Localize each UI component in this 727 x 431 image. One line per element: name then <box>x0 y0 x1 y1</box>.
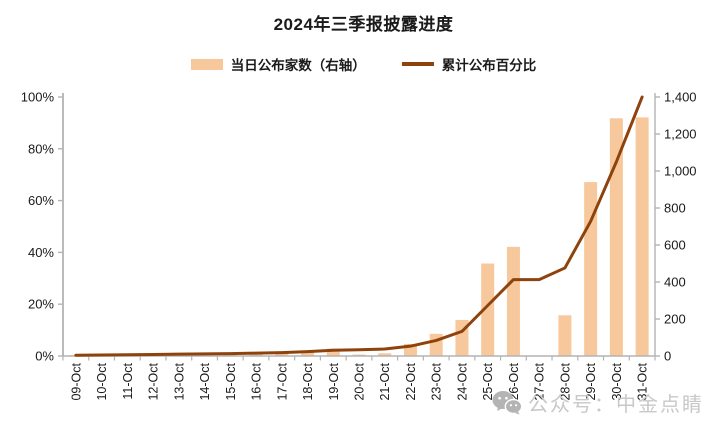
wechat-icon <box>492 391 522 415</box>
daily-count-bar <box>481 263 495 356</box>
y-right-tick-label: 600 <box>664 238 686 253</box>
x-tick-label: 17-Oct <box>275 362 289 400</box>
x-tick-label: 28-Oct <box>558 362 572 400</box>
x-tick-label: 18-Oct <box>301 362 315 400</box>
x-tick-label: 23-Oct <box>430 362 444 400</box>
bar-series-swatch <box>190 58 223 70</box>
x-tick-label: 16-Oct <box>250 362 264 400</box>
daily-count-bar <box>352 354 366 356</box>
daily-count-bar <box>378 353 392 356</box>
x-tick-label: 14-Oct <box>198 362 212 400</box>
y-left-tick-label: 20% <box>28 297 54 312</box>
x-tick-label: 29-Oct <box>584 362 598 400</box>
watermark: 公众号：中金点睛 <box>492 388 704 417</box>
line-series-swatch <box>401 62 434 66</box>
daily-count-bar <box>506 246 520 356</box>
x-tick-label: 31-Oct <box>636 362 650 400</box>
x-tick-label: 27-Oct <box>533 362 547 400</box>
x-tick-label: 26-Oct <box>507 362 521 400</box>
y-left-tick-label: 40% <box>28 245 54 260</box>
x-tick-label: 20-Oct <box>353 362 367 400</box>
daily-count-bar <box>326 348 340 356</box>
legend-item-cumulative-line: 累计公布百分比 <box>401 54 537 74</box>
x-tick-label: 15-Oct <box>224 362 238 400</box>
y-right-tick-label: 0 <box>664 349 671 364</box>
x-tick-label: 21-Oct <box>378 362 392 400</box>
x-tick-label: 22-Oct <box>404 362 418 400</box>
y-right-tick-label: 1,000 <box>664 164 697 179</box>
y-left-tick-label: 80% <box>28 141 54 156</box>
chart-title: 2024年三季报披露进度 <box>273 15 454 34</box>
x-tick-label: 25-Oct <box>481 362 495 400</box>
daily-count-bar <box>301 351 315 356</box>
x-tick-label: 30-Oct <box>610 362 624 400</box>
cumulative-percentage-line <box>74 95 644 357</box>
daily-count-bar <box>635 117 649 356</box>
legend-label-daily-bars: 当日公布家数（右轴） <box>230 58 366 73</box>
x-tick-label: 11-Oct <box>121 362 135 399</box>
x-tick-label: 09-Oct <box>69 362 83 400</box>
y-right-tick-label: 800 <box>664 201 686 216</box>
y-right-tick-label: 1,200 <box>664 127 697 142</box>
x-tick-label: 13-Oct <box>172 362 186 400</box>
x-tick-label: 24-Oct <box>455 362 469 400</box>
watermark-text: 公众号：中金点睛 <box>528 394 704 416</box>
y-right-tick-label: 200 <box>664 312 686 327</box>
daily-count-bar <box>609 118 623 357</box>
y-left-tick-label: 0% <box>35 349 54 364</box>
daily-count-bar <box>249 353 263 356</box>
legend-label-cumulative-line: 累计公布百分比 <box>441 58 537 73</box>
y-right-tick-label: 400 <box>664 275 686 290</box>
daily-count-bar <box>429 333 443 356</box>
daily-count-bar <box>275 353 289 356</box>
x-tick-label: 12-Oct <box>147 362 161 400</box>
daily-count-bar <box>558 315 572 356</box>
y-left-tick-label: 100% <box>21 90 55 105</box>
x-tick-label: 19-Oct <box>327 362 341 400</box>
legend-item-daily-bars: 当日公布家数（右轴） <box>190 54 366 74</box>
x-tick-label: 10-Oct <box>95 362 109 400</box>
y-right-tick-label: 1,400 <box>664 90 697 105</box>
legend: 当日公布家数（右轴） 累计公布百分比 <box>0 54 727 74</box>
y-left-tick-label: 60% <box>28 193 54 208</box>
